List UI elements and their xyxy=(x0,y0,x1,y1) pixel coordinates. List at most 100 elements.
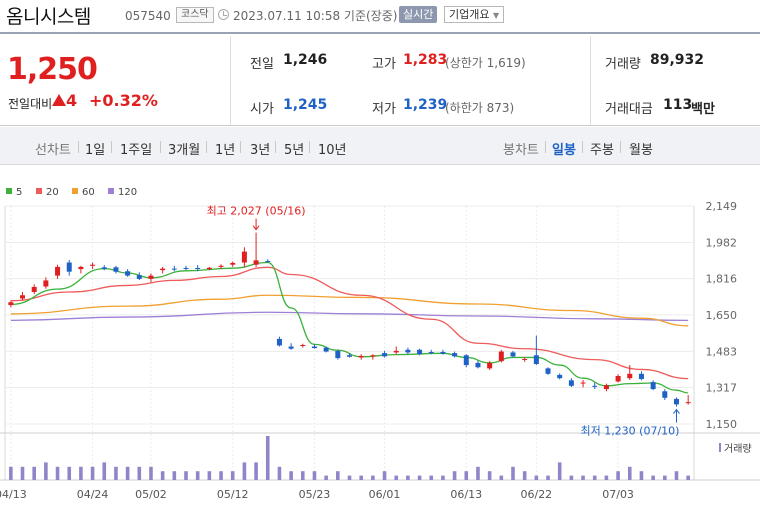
low-arrow-head xyxy=(673,408,680,414)
volume-bar xyxy=(651,475,655,480)
candle-body xyxy=(101,267,107,270)
period-1y[interactable]: 1년 xyxy=(215,143,236,158)
volume-bar xyxy=(195,471,200,480)
divider xyxy=(275,141,276,153)
candle-daily[interactable]: 일봉 xyxy=(552,143,576,158)
candle-body xyxy=(603,385,609,390)
divider xyxy=(160,141,161,153)
candle-body xyxy=(533,355,539,364)
candle-body xyxy=(452,353,458,357)
volume-bar xyxy=(686,475,690,480)
volume-bar xyxy=(604,475,609,480)
volume-bar xyxy=(359,475,363,480)
candle-body xyxy=(393,350,399,353)
trade-value-label: 거래대금 xyxy=(605,102,653,117)
volume-bar xyxy=(102,462,107,480)
candle-body xyxy=(253,260,259,265)
y-tick-label: 1,816 xyxy=(706,273,738,286)
volume-bar xyxy=(55,466,60,480)
volume-bar xyxy=(406,475,410,480)
candle-body xyxy=(125,271,131,276)
volume-bar xyxy=(347,475,352,480)
company-name[interactable]: 옴니시스템 xyxy=(6,6,91,28)
candle-body xyxy=(300,345,306,347)
x-tick-label: 07/03 xyxy=(602,488,634,501)
period-1w[interactable]: 1주일 xyxy=(120,143,153,158)
stock-code: 057540 xyxy=(125,9,171,23)
company-overview-label: 기업개요 xyxy=(449,8,490,21)
period-selector: 선차트 1일 1주일 3개월 1년 3년 5년 10년 봉차트 일봉 주봉 월봉 xyxy=(0,127,760,165)
candle-body xyxy=(405,349,411,353)
candle-body xyxy=(358,355,364,358)
period-3y[interactable]: 3년 xyxy=(250,143,271,158)
candle-body xyxy=(463,355,469,366)
candle-body xyxy=(627,373,633,379)
divider xyxy=(240,141,241,153)
y-tick-label: 1,650 xyxy=(706,309,738,322)
volume-bar xyxy=(464,471,469,480)
volume-bar xyxy=(452,471,457,480)
candle-body xyxy=(475,362,481,368)
legend-swatch xyxy=(72,188,78,194)
volume-bar xyxy=(44,462,48,480)
up-triangle-icon xyxy=(52,94,66,106)
candle-body xyxy=(370,355,376,357)
candle-body xyxy=(592,385,598,387)
volume-legend-swatch xyxy=(719,443,721,452)
volume-bar xyxy=(476,466,480,480)
open-label: 시가 xyxy=(250,102,274,117)
realtime-button[interactable]: 실시간 xyxy=(399,6,438,23)
volume-bar xyxy=(382,471,387,480)
candlestick-chart[interactable]: 5 20 60 120 2,149 1,982 1,816 1,650 1,483 1,317 1,… xyxy=(0,166,760,508)
candle-body xyxy=(55,266,61,276)
candle-body xyxy=(171,268,177,270)
volume-bar xyxy=(581,475,585,480)
stock-header: 옴니시스템 057540 코스닥 2023.07.11 10:58 기준(장중)… xyxy=(0,0,760,34)
volume-bar xyxy=(324,475,328,480)
candle-body xyxy=(615,375,621,382)
low-label: 저가 xyxy=(372,102,396,117)
volume-bar xyxy=(522,471,527,480)
candle-body xyxy=(20,295,26,299)
candle-body xyxy=(487,362,493,369)
period-1d[interactable]: 1일 xyxy=(85,143,106,158)
volume-bar xyxy=(90,466,95,480)
x-tick-label: 05/12 xyxy=(217,488,249,501)
ma120-line xyxy=(10,311,689,321)
period-3m[interactable]: 3개월 xyxy=(168,143,201,158)
change-value: 4 xyxy=(66,91,78,110)
volume-bar xyxy=(277,466,282,480)
legend-swatch xyxy=(36,188,42,194)
company-overview-dropdown[interactable]: 기업개요 ▼ xyxy=(444,6,505,23)
period-10y[interactable]: 10년 xyxy=(318,143,347,158)
volume-bar xyxy=(9,466,13,480)
volume-bar xyxy=(674,471,679,480)
candle-body xyxy=(522,358,528,360)
period-5y[interactable]: 5년 xyxy=(284,143,305,158)
chart-background xyxy=(0,166,760,508)
candle-weekly[interactable]: 주봉 xyxy=(590,143,614,158)
candle-body xyxy=(90,264,96,266)
volume-bar xyxy=(592,475,597,480)
volume-bar xyxy=(172,471,177,480)
high-label: 고가 xyxy=(372,57,396,72)
y-tick-label: 1,982 xyxy=(706,236,738,249)
candle-body xyxy=(183,267,189,269)
volume-bar xyxy=(125,466,130,480)
legend-swatch xyxy=(108,188,114,194)
divider xyxy=(206,141,207,153)
volume-bar xyxy=(242,462,247,480)
candle-body xyxy=(113,267,119,272)
volume-bar xyxy=(312,471,317,480)
candle-monthly[interactable]: 월봉 xyxy=(629,143,653,158)
volume-bar xyxy=(371,475,375,480)
legend-label: 20 xyxy=(46,187,59,198)
volume-bar xyxy=(627,466,632,480)
volume-bar xyxy=(32,466,36,480)
volume-legend-label: 거래량 xyxy=(724,443,752,455)
volume-bar xyxy=(487,471,492,480)
change-label: 전일대비 xyxy=(8,97,53,111)
legend-label: 5 xyxy=(16,187,22,198)
candle-body xyxy=(510,352,516,357)
prev-close-value: 1,246 xyxy=(283,52,328,68)
